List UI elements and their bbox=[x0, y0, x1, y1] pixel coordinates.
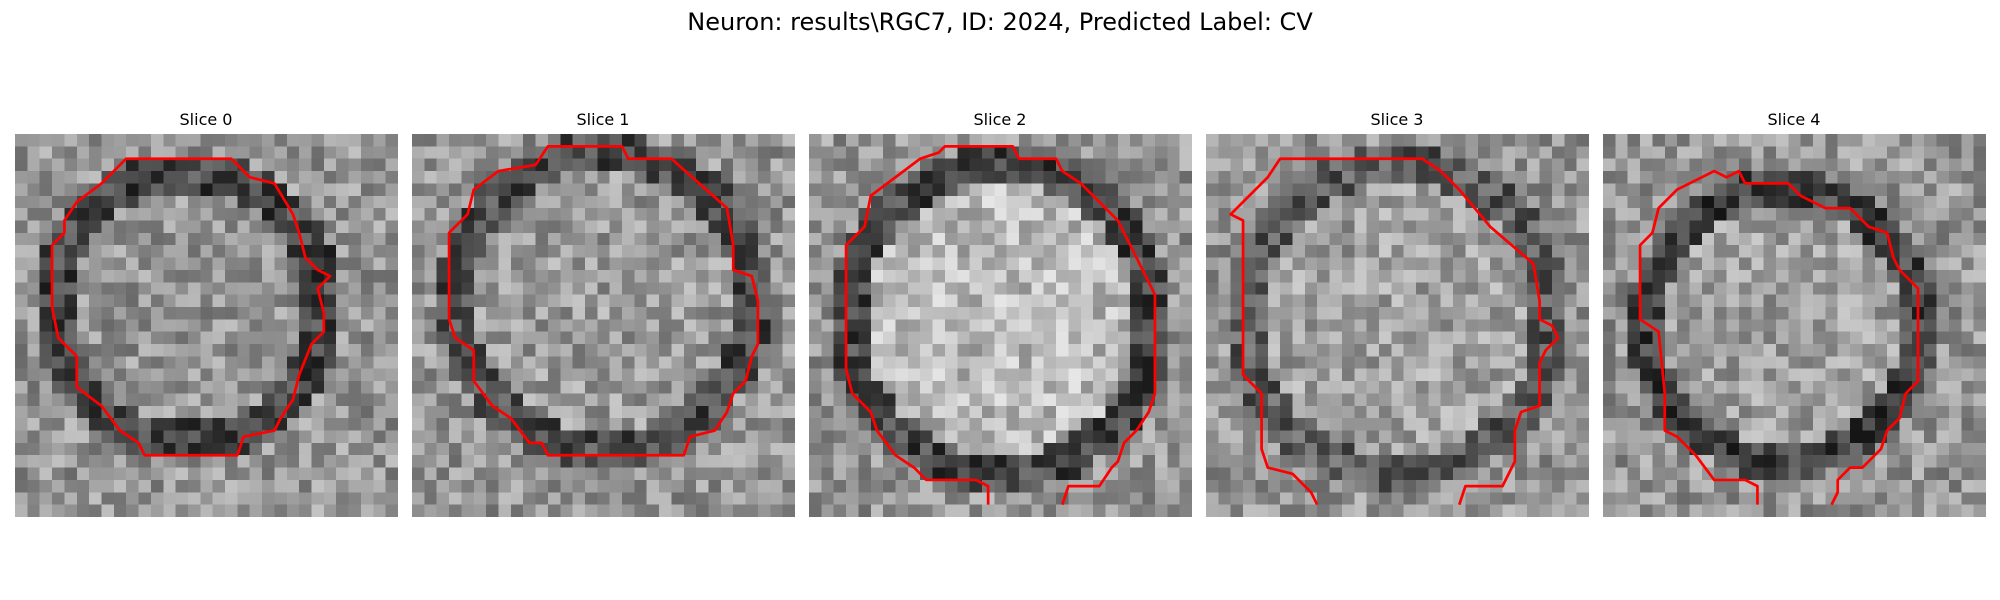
slice-0-pixels bbox=[15, 134, 398, 517]
slice-0-contour bbox=[50, 157, 332, 457]
slice-1-pixels bbox=[412, 134, 795, 517]
slice-4-image bbox=[1603, 134, 1986, 517]
slice-0-title: Slice 0 bbox=[179, 110, 233, 129]
figure-title: Neuron: results\RGC7, ID: 2024, Predicte… bbox=[687, 8, 1313, 36]
slice-2-image bbox=[809, 134, 1192, 517]
slice-2-title: Slice 2 bbox=[973, 110, 1027, 129]
slice-4-title: Slice 4 bbox=[1767, 110, 1821, 129]
slice-3-image bbox=[1206, 134, 1589, 517]
slice-1-title: Slice 1 bbox=[576, 110, 630, 129]
slice-2-contour bbox=[844, 144, 1157, 506]
slice-3-title: Slice 3 bbox=[1370, 110, 1424, 129]
slice-4-pixels bbox=[1603, 134, 1986, 517]
slice-0-image bbox=[15, 134, 398, 517]
slice-3-pixels bbox=[1206, 134, 1589, 517]
slice-1-contour bbox=[447, 144, 760, 457]
slice-2-pixels bbox=[809, 134, 1192, 517]
slice-1-image bbox=[412, 134, 795, 517]
slice-4-contour bbox=[1638, 169, 1920, 506]
slice-3-contour bbox=[1229, 157, 1560, 506]
